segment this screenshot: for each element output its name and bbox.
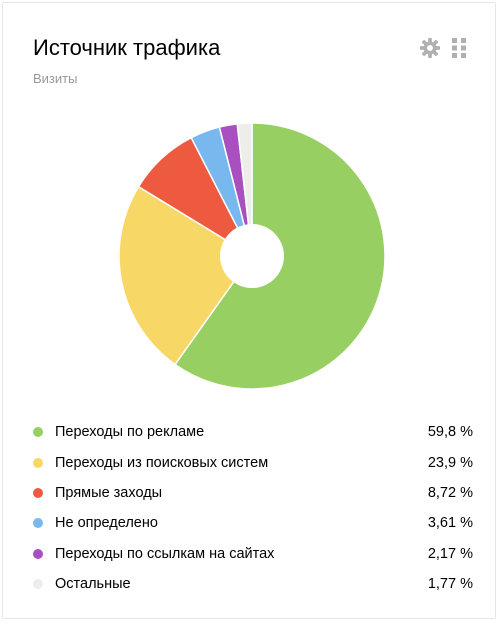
pie-slice-6[interactable] [236, 123, 253, 257]
legend-label: Не определено [55, 515, 158, 532]
legend-color-dot [33, 487, 43, 498]
donut-hole [220, 224, 284, 288]
legend-value: 8,72 % [427, 484, 473, 501]
traffic-source-widget: Источник трафика Визиты Переходы по рекл… [2, 2, 496, 619]
legend-item[interactable]: Остальные 1,77 % [33, 569, 473, 599]
legend-item[interactable]: Переходы по рекламе 59,8 % [33, 417, 473, 447]
legend-color-dot [33, 579, 43, 590]
legend-label: Переходы по рекламе [55, 424, 205, 441]
widget-subtitle: Визиты [33, 71, 78, 86]
legend-value: 1,77 % [427, 576, 473, 593]
legend-color-dot [33, 548, 43, 559]
legend-item[interactable]: Переходы по ссылкам на сайтах 2,17 % [33, 539, 473, 569]
pie-slice-2[interactable] [119, 185, 254, 366]
legend-value: 59,8 % [427, 424, 473, 441]
legend-color-dot [33, 427, 43, 438]
donut-chart [119, 123, 385, 389]
widget-title: Источник трафика [33, 35, 221, 60]
legend-color-dot [33, 518, 43, 529]
gear-icon[interactable] [419, 37, 441, 59]
legend-value: 2,17 % [427, 545, 473, 562]
legend-label: Остальные [55, 576, 131, 593]
legend-item[interactable]: Переходы из поисковых систем 23,9 % [33, 447, 473, 477]
legend-item[interactable]: Не определено 3,61 % [33, 508, 473, 538]
legend-label: Переходы из поисковых систем [55, 454, 269, 471]
legend-color-dot [33, 457, 43, 468]
legend-label: Переходы по ссылкам на сайтах [55, 545, 275, 562]
legend-value: 23,9 % [427, 454, 473, 471]
drag-handle-icon[interactable] [452, 38, 466, 58]
legend-item[interactable]: Прямые заходы 8,72 % [33, 478, 473, 508]
chart-legend: Переходы по рекламе 59,8 % Переходы из пои… [33, 417, 473, 599]
legend-label: Прямые заходы [55, 484, 163, 501]
legend-value: 3,61 % [427, 515, 473, 532]
